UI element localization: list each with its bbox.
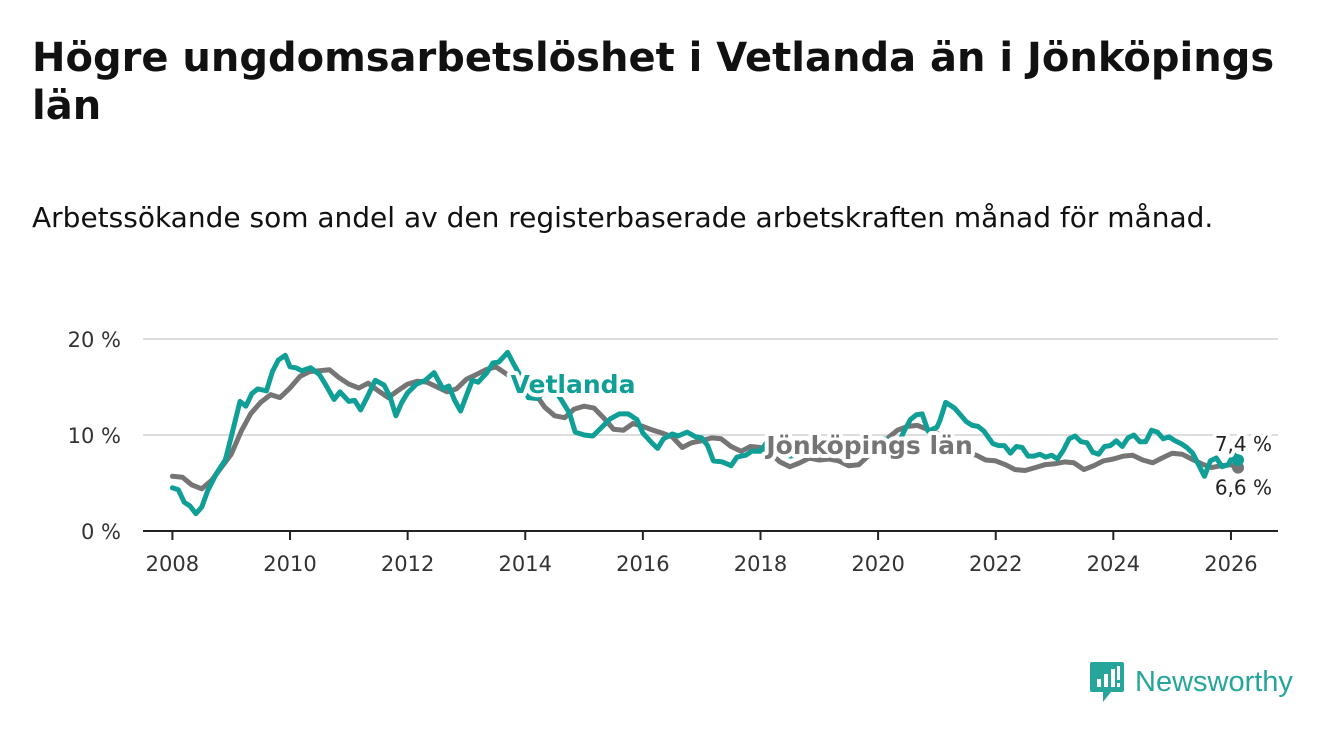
x-tick-label: 2016 (616, 552, 669, 576)
series-label-vetlanda: Vetlanda (511, 370, 636, 399)
series-label-vetlanda-halo: Vetlanda (511, 370, 636, 399)
x-tick-label: 2024 (1087, 552, 1140, 576)
end-value-jonkopings-lan: 6,6 % (1215, 476, 1272, 500)
series-end-marker (1232, 453, 1245, 466)
grid-lines (143, 338, 1278, 532)
y-tick-label: 0 % (81, 520, 121, 544)
series-line-1 (169, 349, 1241, 517)
x-tick-label: 2018 (734, 552, 787, 576)
x-tick-label: 2020 (851, 552, 904, 576)
series-label-jonkopings-lan-halo: Jönköpings län (764, 431, 972, 460)
end-value-jonkopings-lan-halo: 6,6 % (1215, 476, 1272, 500)
x-tick-label: 2022 (969, 552, 1022, 576)
brand-name: Newsworthy (1135, 665, 1293, 698)
x-tick-label: 2014 (499, 552, 552, 576)
newsworthy-logo-icon (1090, 662, 1124, 702)
x-tick-label: 2008 (146, 552, 199, 576)
series-lines (169, 349, 1245, 517)
series-label-jonkopings-lan: Jönköpings län (764, 431, 972, 460)
chart-title: Högre ungdomsarbetslöshet i Vetlanda än … (32, 35, 1275, 129)
chart-subtitle: Arbetssökande som andel av den registerb… (32, 201, 1214, 234)
brand-logo: Newsworthy (1089, 660, 1293, 704)
x-tick-label: 2010 (263, 552, 316, 576)
end-value-vetlanda: 7,4 % (1215, 432, 1272, 456)
y-tick-label: 20 % (68, 328, 121, 352)
x-tick-label: 2012 (381, 552, 434, 576)
series-line-0 (169, 364, 1241, 492)
x-tick-label: 2026 (1204, 552, 1257, 576)
y-tick-label: 10 % (68, 424, 121, 448)
end-value-vetlanda-halo: 7,4 % (1215, 432, 1272, 456)
axis-ticks: 0 % 10 % 20 % 2008 2010 2012 2014 2016 2018 2020 2… (68, 328, 1258, 576)
